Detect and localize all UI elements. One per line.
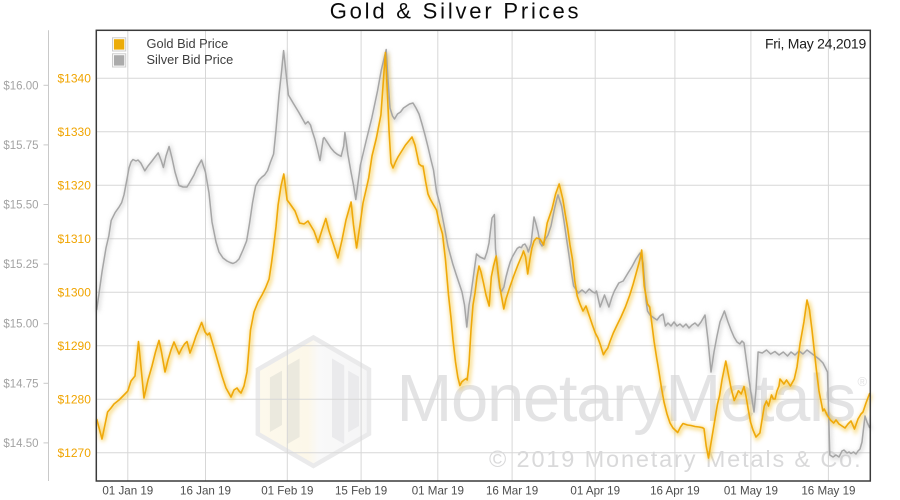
svg-text:$15.50: $15.50 (3, 200, 38, 212)
svg-text:Fri, May 24,2019: Fri, May 24,2019 (765, 36, 867, 52)
svg-text:© 2019 Monetary Metals & Co.: © 2019 Monetary Metals & Co. (489, 446, 862, 472)
svg-text:$1330: $1330 (58, 125, 92, 139)
svg-text:01 Mar 19: 01 Mar 19 (412, 485, 464, 498)
svg-text:01 Jan 19: 01 Jan 19 (102, 485, 153, 498)
svg-text:01 Apr 19: 01 Apr 19 (570, 485, 620, 498)
svg-text:$15.75: $15.75 (3, 140, 38, 152)
svg-text:$1340: $1340 (58, 72, 92, 86)
svg-text:$1320: $1320 (58, 179, 92, 193)
svg-text:MonetaryMetals: MonetaryMetals (397, 361, 855, 436)
svg-text:$15.25: $15.25 (3, 259, 38, 271)
svg-text:16 Apr 19: 16 Apr 19 (650, 485, 700, 498)
svg-text:$1290: $1290 (58, 339, 92, 353)
svg-text:16 Mar 19: 16 Mar 19 (486, 485, 538, 498)
svg-text:$16.00: $16.00 (3, 80, 38, 92)
svg-text:Silver Bid Price: Silver Bid Price (147, 52, 234, 67)
svg-text:16 May 19: 16 May 19 (801, 485, 855, 498)
svg-text:$1270: $1270 (58, 446, 92, 460)
svg-text:$14.75: $14.75 (3, 378, 38, 390)
svg-text:15 Feb 19: 15 Feb 19 (335, 485, 387, 498)
svg-text:01 May 19: 01 May 19 (724, 485, 778, 498)
svg-text:$14.50: $14.50 (3, 438, 38, 450)
svg-text:$1310: $1310 (58, 232, 92, 246)
svg-text:$1280: $1280 (58, 393, 92, 407)
svg-text:Gold Bid Price: Gold Bid Price (147, 36, 229, 51)
svg-text:$15.00: $15.00 (3, 319, 38, 331)
svg-text:®: ® (858, 374, 868, 389)
svg-text:16 Jan 19: 16 Jan 19 (180, 485, 231, 498)
svg-text:Gold & Silver Prices: Gold & Silver Prices (330, 0, 582, 24)
svg-text:01 Feb 19: 01 Feb 19 (261, 485, 313, 498)
svg-text:$1300: $1300 (58, 286, 92, 300)
